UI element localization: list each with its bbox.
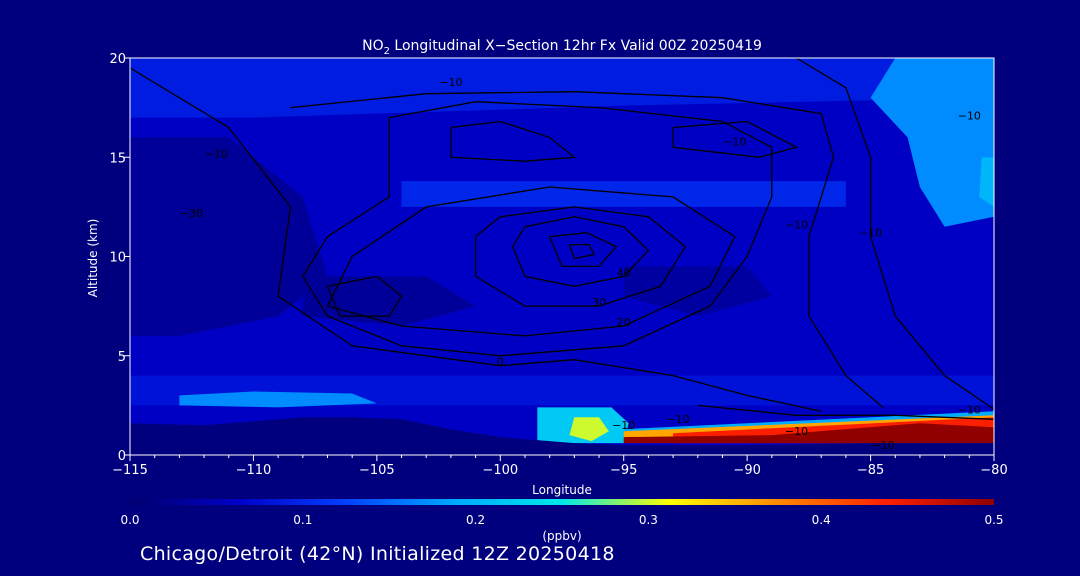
contour-label: −10 xyxy=(785,425,808,438)
colorbar-tick-label: 0.5 xyxy=(984,513,1003,527)
contour-label: −10 xyxy=(439,76,462,89)
terrain xyxy=(130,417,994,455)
contour-10km xyxy=(302,101,773,357)
contour-label: −10 xyxy=(958,403,981,416)
contour-top-lobe xyxy=(450,120,576,162)
contour-label: −10 xyxy=(785,219,808,232)
title-rest: Longitudinal X−Section 12hr Fx Valid 00Z… xyxy=(390,38,762,54)
contour-west-lobe xyxy=(326,275,403,317)
contour-level-40 xyxy=(511,216,650,287)
contour-label: 30 xyxy=(592,296,606,309)
colorbar-tick-label: 0.4 xyxy=(812,513,831,527)
contour-c50 xyxy=(549,232,618,268)
x-tick-label: −115 xyxy=(112,463,148,478)
contour-label: −10 xyxy=(723,135,746,148)
title-prefix: NO xyxy=(362,38,384,54)
region-background xyxy=(130,58,994,455)
colorbar xyxy=(130,499,994,505)
footer-caption: Chicago/Detroit (42°N) Initialized 12Z 2… xyxy=(140,543,615,565)
y-tick-label: 15 xyxy=(109,151,126,166)
colorbar-tick-label: 0.2 xyxy=(466,513,485,527)
contour-level-0 xyxy=(130,67,822,412)
y-tick-label: 5 xyxy=(118,350,126,365)
y-axis-label: Altitude (km) xyxy=(86,219,100,298)
contour-label: −10 xyxy=(205,147,228,160)
contour-label: −10 xyxy=(666,413,689,426)
x-axis: −115 −110 −105 −100 −95 −90 −85 −80 xyxy=(112,455,1008,478)
contour-label: 40 xyxy=(617,266,631,279)
region-band-mid xyxy=(401,181,846,207)
x-tick-label: −85 xyxy=(857,463,884,478)
contour-label: 0 xyxy=(497,356,504,369)
x-tick-label: −105 xyxy=(359,463,395,478)
y-tick-label: 10 xyxy=(109,251,126,266)
y-tick-label: 0 xyxy=(118,449,126,464)
contour-lines xyxy=(130,58,994,420)
title-subscript: 2 xyxy=(384,46,390,57)
colorbar-tick-label: 0.0 xyxy=(120,513,139,527)
contour-lower-east xyxy=(697,404,994,420)
x-axis-label: Longitude xyxy=(532,483,592,497)
terrain-mask xyxy=(130,417,994,455)
region-dark-mid xyxy=(302,276,476,326)
x-tick-label: −110 xyxy=(236,463,272,478)
colorbar-label: (ppbv) xyxy=(542,529,581,543)
contour-label: −10 xyxy=(612,419,635,432)
y-axis: 0 5 10 15 20 xyxy=(109,52,130,464)
contour-level--10 xyxy=(796,58,994,410)
plot-area: 0 −10 20 30 40 −10 −10 −30 −10 −10 −10 −10 −10 −10 −10… xyxy=(130,58,994,455)
contour-level-30 xyxy=(474,206,687,307)
y-tick-label: 20 xyxy=(109,52,126,67)
contour-label: −10 xyxy=(871,439,894,452)
region-upper-band xyxy=(130,58,994,118)
contour-c60 xyxy=(568,243,596,260)
contour-outer xyxy=(290,91,884,408)
x-tick-label: −100 xyxy=(482,463,518,478)
contour-labels: 0 −10 20 30 40 −10 −10 −30 −10 −10 −10 −10 −10 −10 −10… xyxy=(180,76,981,452)
contour-east-lobe xyxy=(672,120,799,158)
chart-title: NO2 Longitudinal X−Section 12hr Fx Valid… xyxy=(362,38,762,57)
contour-level-20 xyxy=(326,186,736,337)
x-tick-label: −80 xyxy=(980,463,1007,478)
region-boundary-cyan-1 xyxy=(179,391,377,408)
contour-label: −10 xyxy=(958,110,981,123)
x-tick-label: −95 xyxy=(610,463,637,478)
region-dark-east xyxy=(623,266,772,317)
region-east-core xyxy=(979,157,994,207)
colorbar-tick-label: 0.3 xyxy=(639,513,658,527)
region-east-upper xyxy=(870,58,994,227)
region-dark-west xyxy=(130,137,328,336)
contour-label: 20 xyxy=(617,316,631,329)
contour-label: −30 xyxy=(180,207,203,220)
colorbar-ticks: 0.0 0.1 0.2 0.3 0.4 0.5 xyxy=(120,513,1003,527)
contour-label: −10 xyxy=(859,227,882,240)
filled-regions xyxy=(130,58,994,455)
region-boundary-yellow xyxy=(569,417,609,442)
x-tick-label: −90 xyxy=(733,463,760,478)
colorbar-tick-label: 0.1 xyxy=(293,513,312,527)
region-surface-maroon xyxy=(623,423,994,444)
